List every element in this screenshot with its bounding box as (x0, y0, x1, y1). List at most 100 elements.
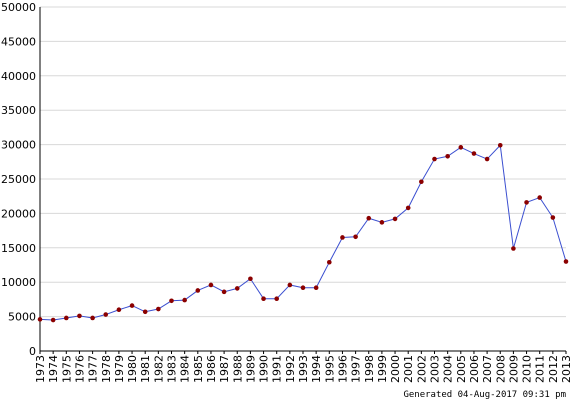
data-point (169, 298, 174, 304)
x-tick-label: 1985 (192, 355, 205, 383)
x-tick-label: 1980 (126, 355, 139, 383)
x-tick-label: 2012 (547, 355, 560, 383)
y-tick-label: 0 (29, 345, 36, 358)
data-point (405, 205, 411, 211)
x-tick-label: 1992 (284, 355, 297, 383)
data-point (340, 235, 345, 240)
data-point (524, 200, 529, 205)
data-point (261, 296, 266, 302)
data-point (445, 153, 450, 159)
x-tick-label: 2011 (534, 355, 547, 383)
x-tick-label: 1974 (47, 355, 60, 383)
x-tick-label: 1988 (231, 355, 244, 383)
x-tick-label: 1973 (34, 355, 47, 383)
x-tick-label: 1977 (87, 355, 100, 383)
x-tick-label: 1987 (218, 355, 231, 383)
x-tick-label: 1993 (297, 355, 310, 383)
data-point (458, 145, 464, 150)
x-tick-label: 1998 (363, 355, 376, 383)
y-tick-label: 40000 (1, 70, 36, 83)
data-point (129, 303, 135, 308)
data-point (419, 179, 424, 185)
data-point (195, 288, 201, 293)
y-tick-label: 15000 (1, 242, 36, 255)
x-tick-label: 1986 (205, 355, 218, 383)
x-tick-label: 1997 (350, 355, 363, 383)
data-point (90, 315, 95, 321)
x-tick-label: 1990 (258, 355, 271, 383)
data-point (142, 309, 148, 315)
data-point (550, 215, 556, 220)
y-axis: 0 5000 10000 15000 20000 25000 30000 35000 40000… (1, 1, 36, 358)
data-point (392, 216, 398, 222)
x-tick-label: 1996 (336, 355, 349, 383)
data-point (432, 156, 437, 162)
y-tick-label: 35000 (1, 104, 36, 117)
data-point (537, 195, 542, 200)
data-point (497, 142, 503, 148)
x-tick-label: 1976 (73, 355, 86, 383)
data-point (182, 297, 187, 303)
x-tick-label: 2009 (507, 355, 520, 383)
y-tick-label: 20000 (1, 207, 36, 220)
data-point (300, 285, 306, 291)
y-tick-label: 50000 (1, 1, 36, 14)
data-point (50, 317, 56, 323)
x-tick-label: 1991 (271, 355, 284, 383)
data-point (471, 151, 477, 156)
x-tick-label: 1981 (139, 355, 152, 383)
data-point (37, 317, 43, 322)
data-point (313, 285, 319, 291)
data-point (511, 246, 516, 251)
data-point (116, 307, 122, 313)
data-point (234, 286, 240, 291)
x-tick-label: 1989 (244, 355, 257, 383)
y-tick-label: 5000 (8, 311, 36, 324)
data-point (248, 276, 253, 282)
data-point (379, 220, 385, 225)
x-tick-label: 1979 (113, 355, 126, 383)
data-point (77, 313, 82, 319)
y-tick-label: 30000 (1, 139, 36, 152)
axes (39, 7, 566, 352)
data-point (156, 306, 161, 312)
x-tick-label: 1994 (310, 355, 323, 383)
y-tick-label: 25000 (1, 173, 36, 186)
x-tick-label: 2001 (402, 355, 415, 383)
grid-lines (40, 6, 566, 318)
x-tick-label: 2004 (442, 355, 455, 383)
x-axis: 1973 1974 1975 1976 1977 1978 1979 1980 1981 1982… (34, 351, 570, 383)
x-tick-label: 1982 (152, 355, 165, 383)
x-tick-label: 2006 (468, 355, 481, 383)
x-tick-label: 1978 (100, 355, 113, 383)
x-tick-label: 2005 (455, 355, 468, 383)
data-point (327, 259, 332, 265)
x-tick-label: 2003 (429, 355, 442, 383)
x-tick-label: 2013 (560, 355, 570, 383)
y-tick-label: 10000 (1, 276, 36, 289)
data-point (103, 312, 109, 317)
data-point (353, 234, 358, 240)
data-point (274, 296, 280, 302)
y-tick-label: 45000 (1, 35, 36, 48)
data-point (208, 282, 214, 288)
series-plot (37, 142, 569, 323)
x-tick-label: 1999 (376, 355, 389, 383)
data-point (64, 315, 69, 321)
x-tick-label: 2008 (494, 355, 507, 383)
x-tick-label: 2010 (521, 355, 534, 383)
series-line (39, 144, 567, 321)
generated-timestamp: Generated 04-Aug-2017 09:31 pm (403, 390, 566, 400)
x-tick-label: 1983 (166, 355, 179, 383)
data-point (287, 282, 293, 288)
data-point (221, 289, 227, 295)
x-tick-label: 2002 (415, 355, 428, 383)
x-tick-label: 2007 (481, 355, 494, 383)
data-point (563, 259, 569, 264)
data-point (366, 215, 372, 221)
x-tick-label: 1984 (179, 355, 192, 383)
x-tick-label: 1975 (60, 355, 73, 383)
x-tick-label: 2000 (389, 355, 402, 383)
x-tick-label: 1995 (323, 355, 336, 383)
